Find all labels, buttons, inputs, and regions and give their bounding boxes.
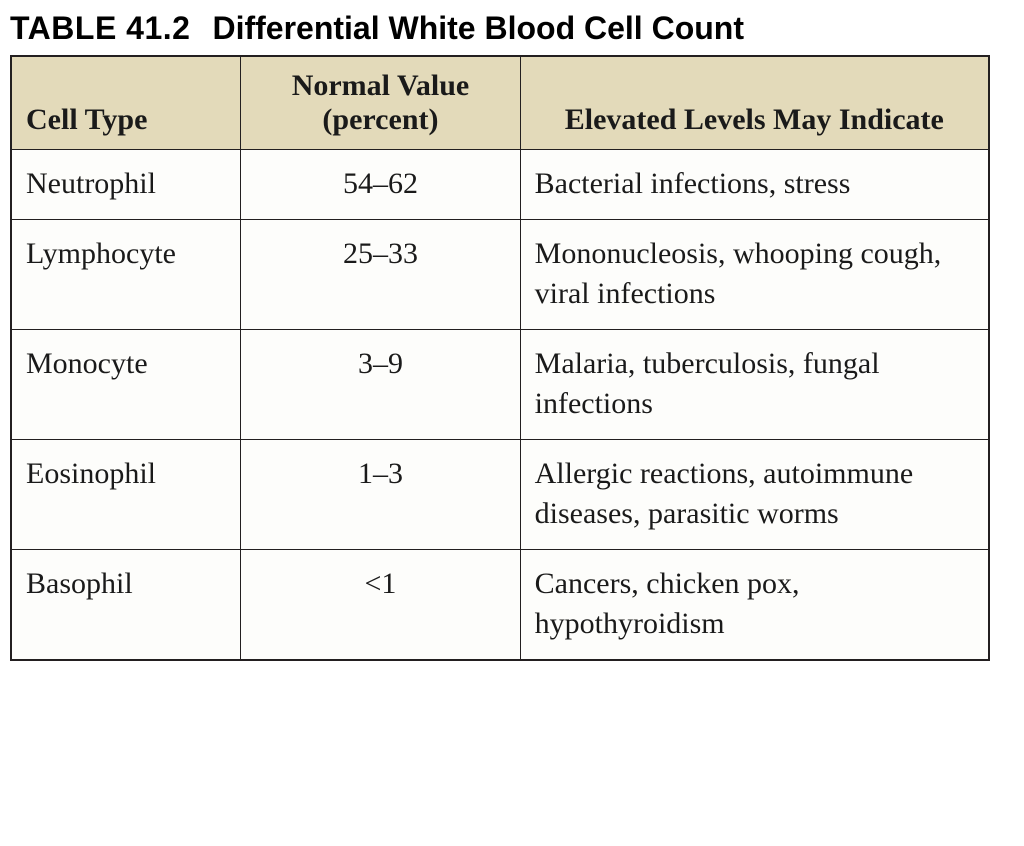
col-header-elevated: Elevated Levels May Indicate — [520, 56, 989, 150]
cell-elevated: Allergic reactions, autoimmune diseases,… — [520, 439, 989, 549]
cell-type: Neutrophil — [11, 150, 241, 220]
col-header-celltype: Cell Type — [11, 56, 241, 150]
cell-type: Monocyte — [11, 329, 241, 439]
table-number: TABLE 41.2 — [10, 10, 190, 46]
cell-normal: 3–9 — [241, 329, 520, 439]
cell-type: Basophil — [11, 549, 241, 660]
table-row: Neutrophil 54–62 Bacterial infections, s… — [11, 150, 989, 220]
cell-elevated: Cancers, chicken pox, hypothyroidism — [520, 549, 989, 660]
table-header-row: Cell Type Normal Value (percent) Elevate… — [11, 56, 989, 150]
wbc-table: Cell Type Normal Value (percent) Elevate… — [10, 55, 990, 661]
cell-type: Lymphocyte — [11, 219, 241, 329]
cell-normal: <1 — [241, 549, 520, 660]
table-row: Monocyte 3–9 Malaria, tuberculosis, fung… — [11, 329, 989, 439]
table-title: Differential White Blood Cell Count — [212, 10, 744, 46]
cell-elevated: Bacterial infections, stress — [520, 150, 989, 220]
table-row: Basophil <1 Cancers, chicken pox, hypoth… — [11, 549, 989, 660]
cell-type: Eosinophil — [11, 439, 241, 549]
table-row: Lymphocyte 25–33 Mononucleosis, whooping… — [11, 219, 989, 329]
cell-elevated: Malaria, tuberculosis, fungal infections — [520, 329, 989, 439]
table-caption: TABLE 41.2 Differential White Blood Cell… — [10, 10, 1014, 47]
cell-elevated: Mononucleosis, whooping cough, viral inf… — [520, 219, 989, 329]
cell-normal: 54–62 — [241, 150, 520, 220]
col-header-normal: Normal Value (percent) — [241, 56, 520, 150]
table-row: Eosinophil 1–3 Allergic reactions, autoi… — [11, 439, 989, 549]
cell-normal: 1–3 — [241, 439, 520, 549]
cell-normal: 25–33 — [241, 219, 520, 329]
